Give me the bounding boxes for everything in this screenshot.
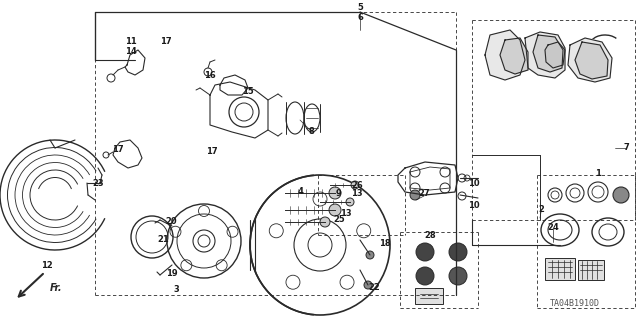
Text: 10: 10 [468, 179, 480, 188]
Text: 7: 7 [623, 144, 629, 152]
Polygon shape [525, 32, 565, 78]
Text: 24: 24 [547, 224, 559, 233]
Text: 4: 4 [297, 188, 303, 197]
Circle shape [366, 251, 374, 259]
Text: 17: 17 [206, 146, 218, 155]
Text: 17: 17 [112, 145, 124, 154]
Bar [415, 288, 443, 304]
Text: 21: 21 [157, 235, 169, 244]
Text: 5: 5 [357, 4, 363, 12]
Text: 13: 13 [340, 209, 352, 218]
Circle shape [449, 243, 467, 261]
Text: 27: 27 [418, 189, 430, 197]
Text: 3: 3 [173, 286, 179, 294]
Text: 18: 18 [379, 239, 391, 248]
Polygon shape [533, 35, 563, 72]
Text: 15: 15 [242, 87, 254, 97]
Circle shape [416, 267, 434, 285]
Text: 6: 6 [357, 12, 363, 21]
Circle shape [351, 181, 359, 189]
Polygon shape [545, 42, 565, 68]
Circle shape [329, 204, 341, 216]
Text: TA04B1910D: TA04B1910D [550, 299, 600, 308]
Circle shape [613, 187, 629, 203]
Circle shape [449, 267, 467, 285]
Polygon shape [568, 38, 612, 82]
Text: 10: 10 [468, 201, 480, 210]
Circle shape [416, 243, 434, 261]
Text: 20: 20 [165, 218, 177, 226]
Text: 17: 17 [160, 38, 172, 47]
Circle shape [329, 187, 341, 199]
Bar [545, 258, 575, 280]
Text: 2: 2 [538, 205, 544, 214]
Text: 11: 11 [125, 38, 137, 47]
Polygon shape [500, 38, 528, 74]
Text: 8: 8 [308, 127, 314, 136]
Text: 12: 12 [41, 262, 53, 271]
Text: 13: 13 [351, 189, 363, 197]
Circle shape [364, 281, 372, 289]
Text: 26: 26 [351, 181, 363, 189]
Text: 22: 22 [368, 283, 380, 292]
Text: 25: 25 [333, 216, 345, 225]
Text: 28: 28 [424, 231, 436, 240]
Circle shape [346, 198, 354, 206]
Text: 19: 19 [166, 269, 178, 278]
Text: Fr.: Fr. [50, 283, 63, 293]
Circle shape [320, 217, 330, 227]
Text: 23: 23 [92, 179, 104, 188]
Circle shape [410, 190, 420, 200]
Text: 16: 16 [204, 71, 216, 80]
Text: 14: 14 [125, 47, 137, 56]
Polygon shape [575, 42, 608, 79]
Text: 9: 9 [336, 189, 342, 197]
Bar [578, 260, 604, 280]
Text: 1: 1 [595, 169, 601, 179]
Polygon shape [485, 30, 525, 80]
